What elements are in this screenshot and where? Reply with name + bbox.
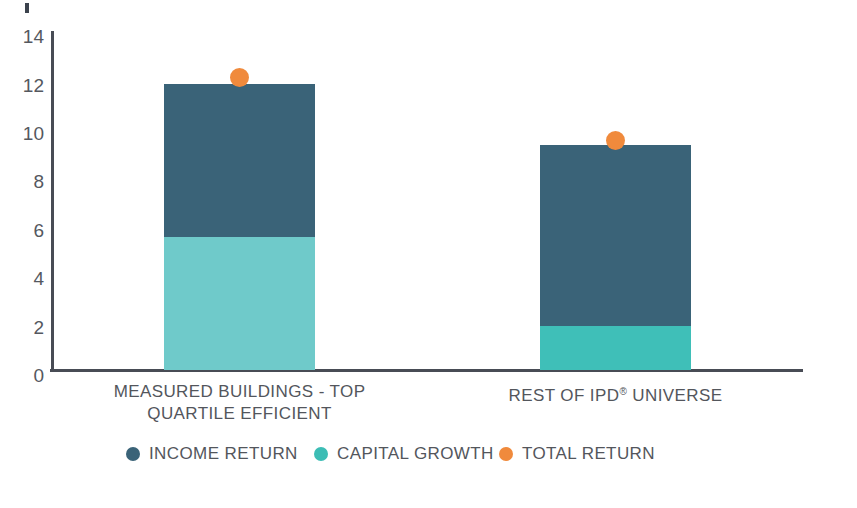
- total-return-dot: [606, 131, 625, 150]
- legend-label: TOTAL RETURN: [522, 444, 655, 464]
- bar-segment-capital-growth: [540, 326, 691, 370]
- y-tick-label: 8: [4, 172, 44, 191]
- legend-label: INCOME RETURN: [149, 444, 298, 464]
- y-tick-label: 6: [4, 221, 44, 240]
- legend-label: CAPITAL GROWTH: [337, 444, 494, 464]
- bar-segment-income-return: [164, 84, 315, 236]
- y-tick-label: 0: [4, 366, 44, 385]
- bar-segment-capital-growth: [164, 237, 315, 370]
- total-return-dot: [230, 68, 249, 87]
- y-tick-label: 10: [4, 124, 44, 143]
- category-label: MEASURED BUILDINGS - TOPQUARTILE EFFICIE…: [70, 381, 410, 425]
- category-label: REST OF IPD® UNIVERSE: [446, 381, 786, 407]
- legend-item-income-return: INCOME RETURN: [126, 444, 298, 464]
- legend-item-total-return: TOTAL RETURN: [499, 444, 655, 464]
- stacked-bar-chart: 0 2 4 6 8 10 12 14 MEASURED BUILDINGS - TOPQUAR…: [0, 0, 857, 508]
- legend-dot: [499, 447, 513, 461]
- legend-dot: [314, 447, 328, 461]
- y-tick-label: 12: [4, 76, 44, 95]
- legend-dot: [126, 447, 140, 461]
- legend-item-capital-growth: CAPITAL GROWTH: [314, 444, 494, 464]
- y-tick-label: 2: [4, 318, 44, 337]
- y-tick-label: 14: [4, 27, 44, 46]
- stray-mark: [25, 3, 29, 13]
- y-axis-line: [51, 31, 54, 372]
- bar-segment-income-return: [540, 145, 691, 327]
- y-tick-label: 4: [4, 269, 44, 288]
